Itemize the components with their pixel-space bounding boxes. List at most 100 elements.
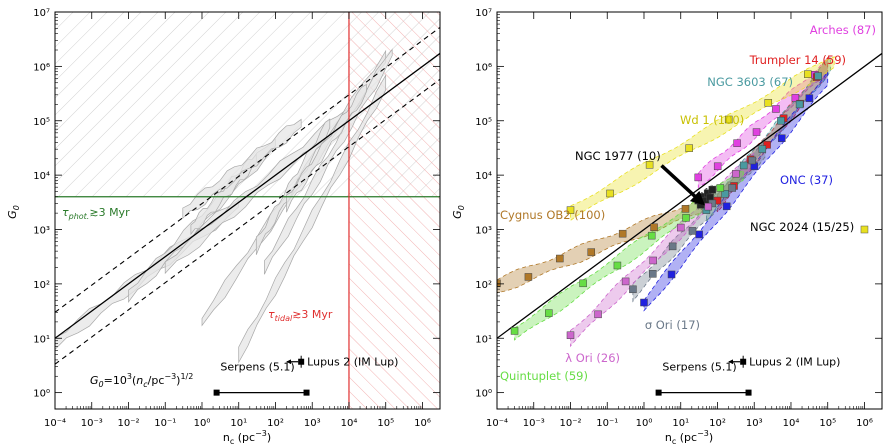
data-point (763, 141, 771, 149)
data-point (752, 128, 761, 136)
serpens-point (303, 389, 310, 396)
left-ytick-label: 10⁷ (33, 8, 50, 19)
left-xtick-label: 10⁶ (414, 418, 431, 429)
data-point (772, 105, 780, 113)
right-xtick-label: 10² (709, 418, 726, 429)
right-xtick-label: 10⁻⁴ (486, 418, 508, 429)
data-point (681, 205, 690, 213)
right-xtick-label: 10⁰ (636, 418, 653, 429)
left-xtick-label: 10⁻⁴ (44, 418, 66, 429)
data-point (732, 169, 740, 178)
data-point (708, 185, 717, 194)
left-panel: 10⁻⁴ 10⁻³ 10⁻² 10⁻¹ 10⁰ 10¹ 10² 10³ 10⁴ 10⁵ 10⁶ 10⁰… (6, 8, 441, 446)
right-panel: 10⁻⁴ 10⁻³ 10⁻² 10⁻¹ 10⁰ 10¹ 10² 10³ 10⁴ 10⁵ 10⁶ 10⁰… (451, 8, 883, 446)
right-y-axis-label: G0 (451, 205, 466, 219)
data-point (645, 161, 654, 169)
left-ytick-label: 10⁴ (33, 171, 50, 182)
right-ytick-label: 10³ (475, 226, 492, 237)
right-ytick-label: 10⁵ (475, 117, 492, 128)
left-ytick-label: 10⁰ (33, 389, 50, 400)
right-xtick-label: 10¹ (672, 418, 689, 429)
data-point (545, 309, 553, 317)
data-point (688, 227, 697, 235)
data-point (724, 115, 733, 124)
left-xtick-label: 10⁻² (117, 418, 139, 429)
series-label: Trumpler 14 (59) (749, 53, 846, 67)
data-point (621, 277, 630, 286)
data-point (497, 279, 501, 288)
left-xtick-label: 10¹ (230, 418, 247, 429)
left-xtick-label: 10⁴ (341, 418, 358, 429)
relation-dashed-line (55, 78, 440, 365)
data-point (795, 100, 804, 109)
series-band (706, 56, 831, 224)
data-point (594, 310, 602, 319)
right-xtick-label: 10⁶ (856, 418, 873, 429)
serpens-marker: Serpens (5.1) (213, 361, 310, 396)
data-point (676, 223, 685, 232)
data-point (640, 298, 648, 307)
track-band (255, 118, 331, 255)
data-point (860, 225, 869, 234)
data-point (764, 99, 773, 107)
series-label: Arches (87) (810, 23, 876, 37)
left-ytick-label: 10³ (33, 226, 50, 237)
serpens-point (745, 389, 752, 396)
tidal-hatch (348, 12, 440, 409)
ngc1977-arrow (660, 164, 705, 206)
serpens-marker-right: Serpens (5.1) (655, 361, 752, 396)
relation-label: G0=103(nc/pc−3)1/2 (90, 372, 193, 389)
lupus-marker-right: Lupus 2 (IM Lup) (728, 355, 840, 369)
right-ytick-label: 10⁷ (475, 8, 492, 19)
data-point (556, 254, 564, 263)
data-point (804, 70, 812, 78)
data-point (613, 261, 622, 270)
data-point (758, 145, 767, 153)
left-y-axis-label: G0 (6, 205, 21, 219)
data-point (695, 230, 703, 239)
right-xtick-label: 10³ (746, 418, 763, 429)
right-ytick-label: 10⁰ (475, 389, 492, 400)
series-band (632, 140, 766, 303)
data-point (510, 327, 519, 335)
series-label: λ Ori (26) (565, 351, 620, 365)
right-ytick-label: 10⁶ (475, 62, 492, 73)
series-label: ONC (37) (780, 173, 833, 187)
serpens-point (655, 389, 662, 396)
right-xtick-label: 10⁵ (819, 418, 836, 429)
left-xtick-label: 10⁻¹ (154, 418, 176, 429)
data-point (649, 270, 657, 278)
data-point (704, 202, 713, 211)
relation-dashed-line (55, 27, 440, 313)
series-label: NGC 3603 (67) (707, 75, 793, 89)
left-xtick-label: 10⁻³ (81, 418, 103, 429)
track-band (286, 83, 367, 213)
series-label: NGC 1977 (10) (575, 149, 661, 163)
right-ytick-label: 10² (475, 280, 492, 291)
left-axes-frame (54, 11, 441, 410)
tidal-label: τtidal≳3 Myr (268, 308, 333, 323)
relation-line (55, 52, 440, 339)
data-point (716, 184, 725, 192)
right-x-axis-label: nc (pc−3) (665, 429, 713, 446)
data-point (685, 144, 693, 152)
serpens-label: Serpens (5.1) (662, 361, 736, 374)
data-point (713, 162, 722, 171)
data-point (606, 189, 614, 198)
data-point (814, 72, 822, 80)
lupus-label: Lupus 2 (IM Lup) (307, 356, 398, 369)
series-label: Wd 1 (100) (680, 113, 744, 127)
photoevaporation-label: τphot.≳3 Myr (62, 206, 130, 221)
data-point (682, 214, 690, 222)
data-point (694, 173, 703, 182)
data-point (721, 190, 729, 198)
serpens-point (213, 389, 220, 396)
data-point (618, 229, 627, 238)
data-point (668, 242, 677, 251)
data-point (728, 184, 736, 192)
series-band (570, 56, 835, 222)
data-point (629, 285, 637, 294)
left-xtick-label: 10⁵ (377, 418, 394, 429)
lupus-marker: Lupus 2 (IM Lup) (286, 355, 398, 369)
right-xtick-label: 10⁻² (559, 418, 581, 429)
